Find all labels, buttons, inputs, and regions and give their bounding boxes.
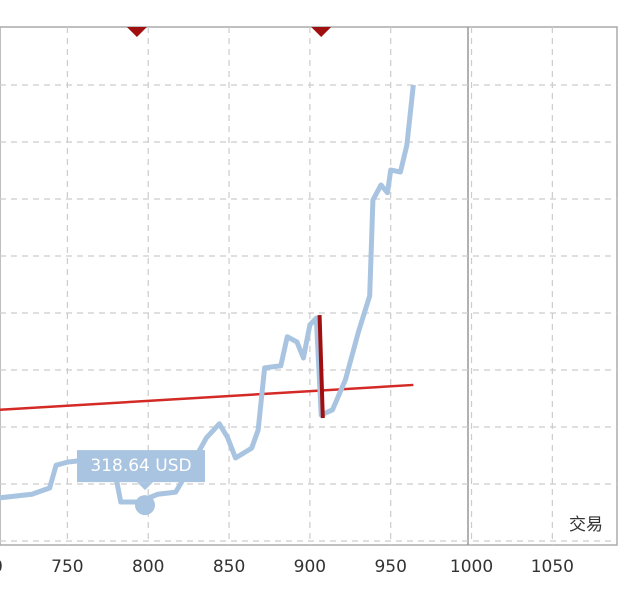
jump-line xyxy=(317,314,325,419)
x-tick-label: 1050 xyxy=(531,557,574,577)
x-tick-label: 900 xyxy=(294,557,326,577)
pane-label: 交易 xyxy=(569,515,603,535)
price-line xyxy=(0,84,416,505)
x-tick-label: 700 xyxy=(0,557,3,577)
point-label-tip xyxy=(136,482,153,491)
x-tick-label: 850 xyxy=(213,557,245,577)
point-label-bg xyxy=(76,450,205,483)
trade-marker xyxy=(126,27,147,37)
point-marker xyxy=(134,495,155,516)
x-tick-label: 1000 xyxy=(450,557,493,577)
trade-marker xyxy=(311,27,332,37)
plot-frame xyxy=(0,26,618,546)
x-tick-label: 800 xyxy=(132,557,164,577)
trend-line xyxy=(0,383,414,412)
x-tick-label: 750 xyxy=(51,557,83,577)
h-grid xyxy=(0,84,617,542)
point-label: 318.64 USD xyxy=(90,456,191,476)
x-tick-label: 950 xyxy=(374,557,406,577)
